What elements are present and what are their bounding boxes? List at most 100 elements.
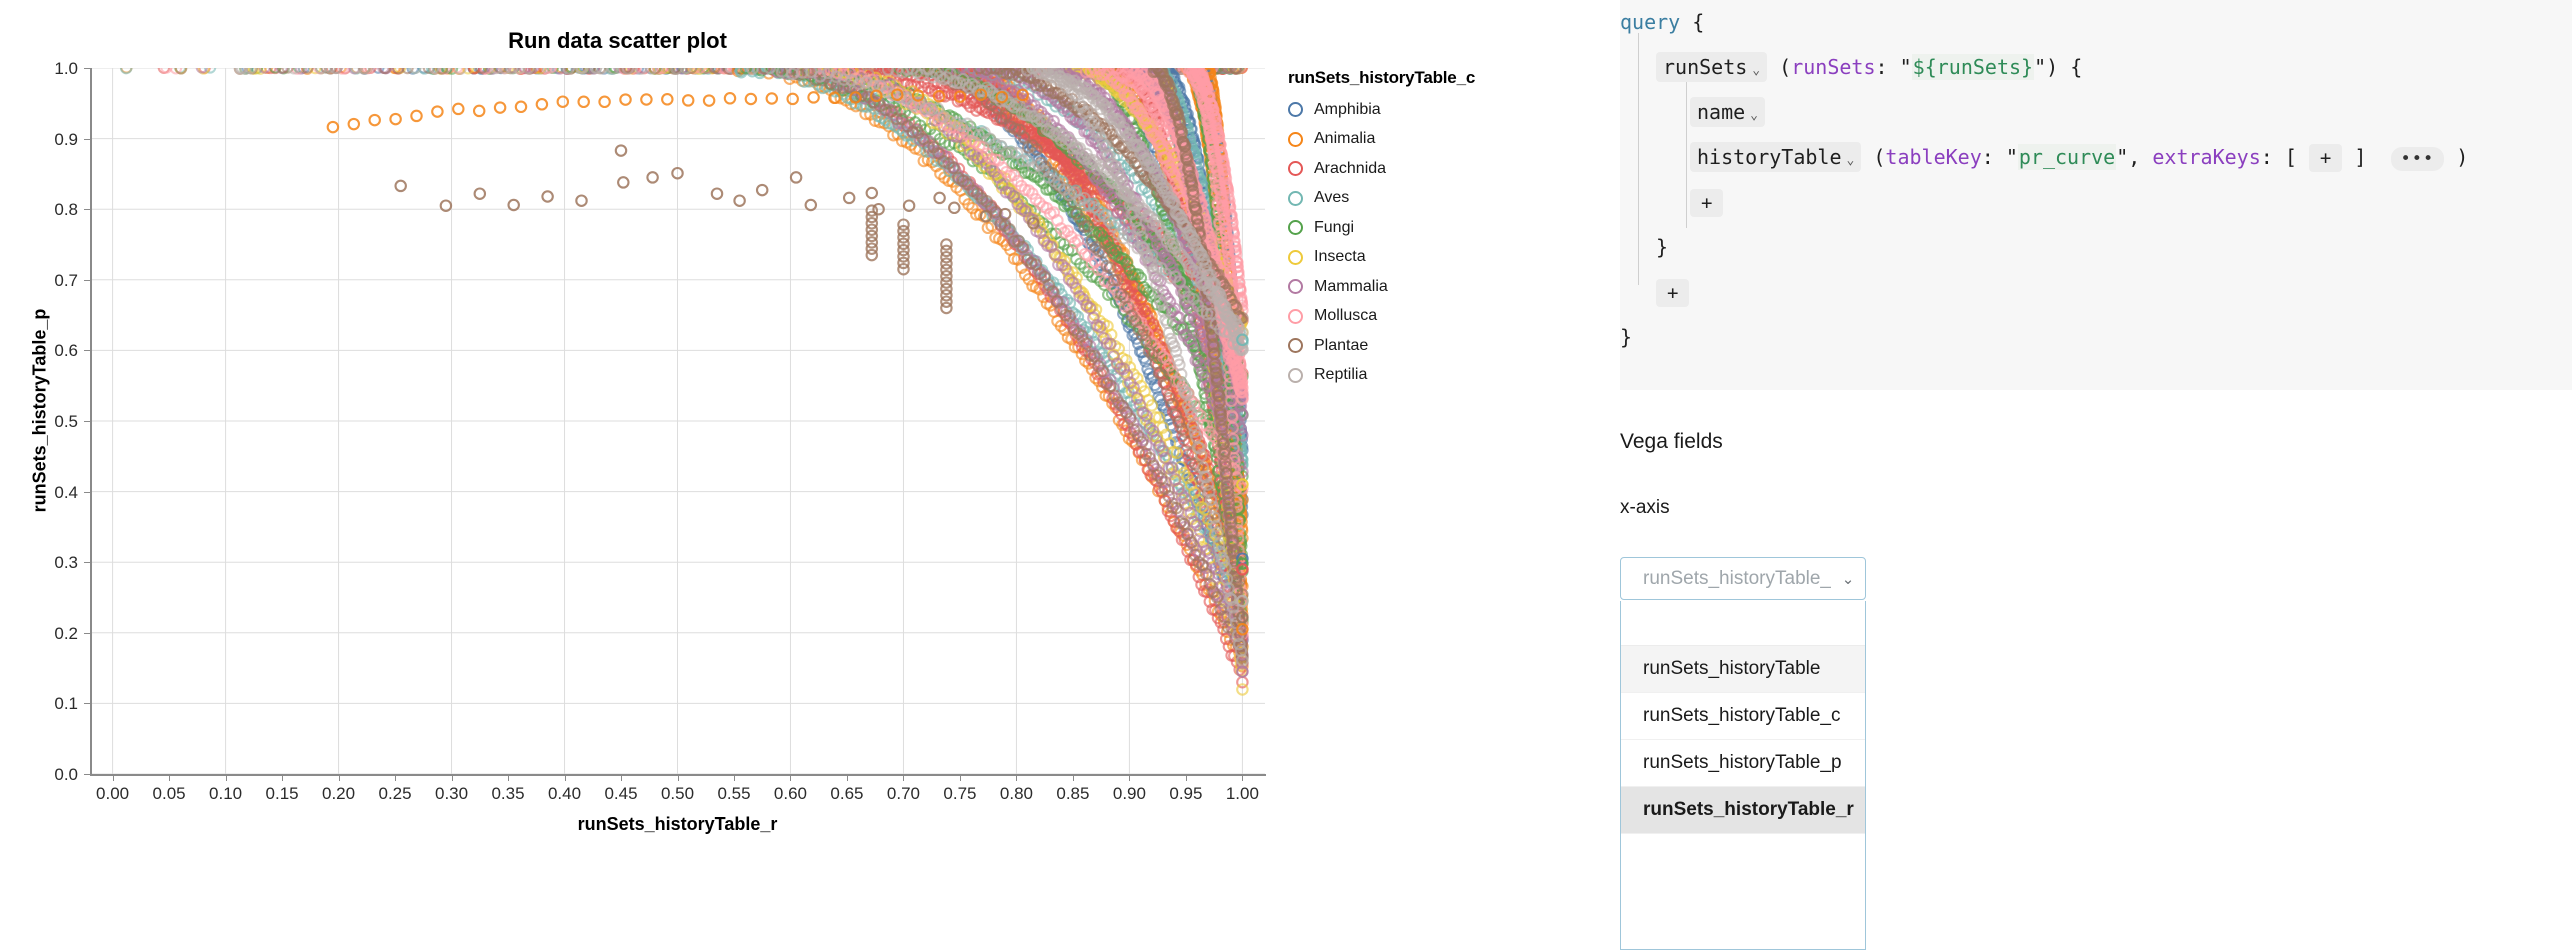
page-title: Run data scatter plot <box>508 28 727 53</box>
y-tick-mark <box>84 279 90 281</box>
x-tick-mark <box>959 775 961 781</box>
query-and-fields-panel: query { runSets ⌄ (runSets: "${runSets}")… <box>1600 0 2572 950</box>
y-tick-label: 0.5 <box>54 412 78 431</box>
x-tick-label: 0.90 <box>1112 784 1146 803</box>
legend-color-circle-icon <box>1288 102 1303 118</box>
y-tick-label: 0.7 <box>54 270 78 290</box>
x-tick-mark <box>1129 775 1131 781</box>
x-tick-mark <box>733 775 735 781</box>
chevron-down-icon[interactable]: ⌄ <box>1841 570 1855 588</box>
x-tick-mark <box>564 775 566 781</box>
legend-item[interactable]: Insecta <box>1288 243 1568 273</box>
x-axis-dropdown-list[interactable]: runSets_historyTable runSets_historyTable… <box>1620 601 1866 950</box>
vega-fields-heading: Vega fields <box>1620 430 1723 453</box>
y-tick-mark <box>84 703 90 705</box>
x-tick-label: 0.95 <box>1169 784 1203 803</box>
legend-item[interactable]: Animalia <box>1288 125 1568 155</box>
legend-color-circle-icon <box>1288 279 1303 295</box>
x-tick-label: 0.10 <box>209 784 243 803</box>
arg-value-runsets[interactable]: ${runSets} <box>1911 54 2035 80</box>
graphql-query-editor[interactable]: query { runSets ⌄ (runSets: "${runSets}")… <box>1620 0 2572 390</box>
y-tick-mark <box>84 209 90 211</box>
legend-color-circle-icon <box>1288 338 1303 354</box>
legend-color-circle-icon <box>1288 131 1303 147</box>
indent-guide-2 <box>1686 78 1687 228</box>
legend-item[interactable]: Mammalia <box>1288 272 1568 302</box>
x-tick-label: 0.80 <box>999 784 1033 803</box>
x-axis-select[interactable]: runSets_historyTable_r ⌄ <box>1620 557 1866 600</box>
add-extrakey-button[interactable]: + <box>2308 144 2343 172</box>
x-tick-label: 0.20 <box>322 784 356 803</box>
x-tick-label: 0.85 <box>1056 784 1090 803</box>
arg-name-extrakeys: extraKeys <box>2152 145 2261 169</box>
x-axis-line <box>90 774 1266 776</box>
y-tick-label: 0.0 <box>54 765 78 784</box>
dropdown-option[interactable]: runSets_historyTable_c <box>1621 693 1865 740</box>
legend-item-label: Amphibia <box>1314 100 1381 118</box>
legend-item[interactable]: Aves <box>1288 184 1568 214</box>
add-field-button-inner[interactable]: + <box>1690 189 1724 217</box>
field-chip-name-label: name <box>1697 100 1746 124</box>
x-tick-label: 0.65 <box>830 784 864 803</box>
grid-lines <box>90 68 1265 774</box>
dropdown-option[interactable]: runSets_historyTable_p <box>1621 740 1865 787</box>
x-tick-label: 0.25 <box>378 784 412 803</box>
x-tick-label: 0.45 <box>604 784 638 803</box>
more-options-button[interactable]: ••• <box>2390 147 2445 171</box>
y-tick-label: 0.9 <box>54 129 78 149</box>
x-tick-label: 0.75 <box>943 784 977 803</box>
x-axis-title: runSets_historyTable_r <box>577 814 778 834</box>
y-tick-label: 0.1 <box>54 694 78 714</box>
x-tick-label: 0.05 <box>152 784 186 803</box>
field-chip-runsets[interactable]: runSets ⌄ <box>1656 52 1768 82</box>
x-tick-label: 0.30 <box>434 784 469 803</box>
x-tick-mark <box>621 775 622 781</box>
y-tick-mark <box>84 421 90 422</box>
add-field-button-outer[interactable]: + <box>1656 279 1690 307</box>
legend-color-circle-icon <box>1288 220 1303 236</box>
y-tick-label: 1.0 <box>54 59 78 78</box>
field-chip-name[interactable]: name ⌄ <box>1690 97 1765 127</box>
legend-color-circle-icon <box>1288 367 1303 383</box>
y-tick-label: 0.6 <box>54 341 78 361</box>
legend-item-label: Insecta <box>1314 248 1366 266</box>
field-chip-historytable[interactable]: historyTable ⌄ <box>1690 142 1862 172</box>
y-tick-mark <box>84 68 90 69</box>
close-brace-inner: } <box>1656 235 1669 259</box>
indent-guide-1 <box>1638 33 1639 285</box>
query-keyword: query <box>1620 10 1681 34</box>
arg-value-tablekey[interactable]: pr_curve <box>2017 144 2117 170</box>
legend-item[interactable]: Reptilia <box>1288 361 1568 391</box>
x-tick-label: 0.35 <box>491 784 525 803</box>
legend-item[interactable]: Plantae <box>1288 331 1568 361</box>
x-tick-mark <box>1242 775 1244 781</box>
legend-item-label: Fungi <box>1314 218 1355 236</box>
y-tick-label: 0.4 <box>54 482 78 502</box>
chevron-down-icon: ⌄ <box>1846 153 1855 168</box>
y-tick-mark <box>84 562 90 564</box>
x-tick-label: 0.50 <box>660 784 695 803</box>
legend-item[interactable]: Mollusca <box>1288 302 1568 332</box>
x-axis-select-value: runSets_historyTable_r <box>1643 567 1831 589</box>
x-tick-label: 0.40 <box>547 784 582 803</box>
x-tick-label: 0.60 <box>773 784 808 803</box>
legend-item[interactable]: Fungi <box>1288 213 1568 243</box>
legend-item[interactable]: Amphibia <box>1288 95 1568 125</box>
x-tick-label: 0.15 <box>265 784 299 803</box>
dropdown-search-input[interactable] <box>1621 601 1865 646</box>
field-chip-historytable-label: historyTable <box>1697 145 1842 169</box>
legend-items: Amphibia Animalia Arachnida Aves Fungi Insect… <box>1288 95 1568 390</box>
dropdown-option[interactable]: runSets_historyTable_r <box>1621 787 1865 834</box>
legend-color-circle-icon <box>1288 308 1303 324</box>
legend-item-label: Aves <box>1314 189 1350 207</box>
plot-area[interactable] <box>90 68 1265 774</box>
legend-item[interactable]: Arachnida <box>1288 154 1568 184</box>
x-tick-mark <box>1185 775 1187 781</box>
y-axis-line <box>90 68 92 775</box>
legend-item-label: Reptilia <box>1314 366 1368 384</box>
x-tick-mark <box>282 775 284 781</box>
dropdown-option[interactable]: runSets_historyTable <box>1621 646 1865 693</box>
y-tick-label: 0.8 <box>54 200 78 220</box>
close-brace-outer: } <box>1620 325 1633 349</box>
x-tick-mark <box>1016 775 1018 781</box>
